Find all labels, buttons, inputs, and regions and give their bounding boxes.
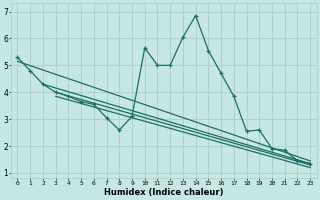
X-axis label: Humidex (Indice chaleur): Humidex (Indice chaleur) xyxy=(104,188,224,197)
